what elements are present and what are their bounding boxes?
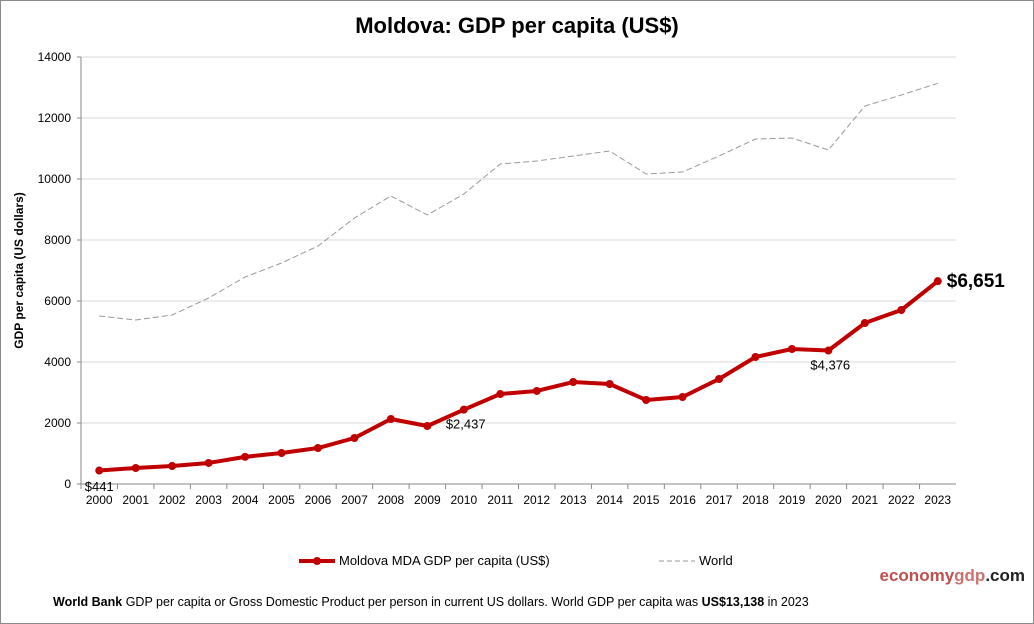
moldova-point: [787, 345, 796, 354]
x-tick-label: 2018: [742, 493, 769, 507]
x-tick-label: 2014: [596, 493, 623, 507]
x-tick-label: 2022: [888, 493, 915, 507]
moldova-point: [313, 444, 322, 453]
y-tick-label: 8000: [44, 233, 71, 247]
moldova-line: [99, 279, 940, 473]
x-tick-label: 2015: [633, 493, 660, 507]
legend-item-world: World: [659, 553, 733, 568]
y-tick-label: 12000: [38, 111, 72, 125]
x-tick-label: 2016: [669, 493, 696, 507]
legend-item-moldova: Moldova MDA GDP per capita (US$): [297, 553, 550, 568]
x-tick-label: 2007: [341, 493, 368, 507]
moldova-point: [824, 346, 833, 355]
x-tick-label: 2009: [414, 493, 441, 507]
x-tick-label: 2013: [560, 493, 587, 507]
moldova-point: [204, 458, 213, 467]
x-tick-label: 2010: [450, 493, 477, 507]
line-chart: 0 2000 4000 6000 8000 10000 12000 14000 2000 2001…: [12, 50, 1006, 507]
moldova-point: [386, 415, 395, 424]
chart-title: Moldova: GDP per capita (US$): [355, 13, 679, 38]
y-axis-label: GDP per capita (US dollars): [12, 192, 26, 349]
moldova-point: [532, 386, 541, 395]
moldova-point: [751, 352, 760, 361]
y-tick-label: 6000: [44, 294, 71, 308]
moldova-point: [168, 462, 177, 471]
x-tick-label: 2008: [378, 493, 405, 507]
moldova-point: [277, 449, 286, 458]
moldova-point: [605, 379, 614, 388]
moldova-point: [350, 434, 359, 443]
x-tick-label: 2006: [305, 493, 332, 507]
x-tick-label: 2017: [706, 493, 733, 507]
legend-moldova-label: Moldova MDA GDP per capita (US$): [339, 553, 550, 568]
moldova-point: [860, 318, 869, 327]
moldova-point: [897, 305, 906, 314]
x-tick-label: 2012: [523, 493, 550, 507]
x-tick-label: 2019: [779, 493, 806, 507]
legend-world-label: World: [699, 553, 733, 568]
x-tick-label: 2020: [815, 493, 842, 507]
x-tick-label: 2004: [232, 493, 259, 507]
moldova-point: [569, 378, 578, 387]
moldova-point: [459, 405, 468, 414]
brand-logo: economygdp.com: [879, 566, 1025, 585]
y-tick-label: 4000: [44, 355, 71, 369]
moldova-point: [678, 393, 687, 402]
x-tick-label: 2000: [86, 493, 113, 507]
moldova-point: [933, 277, 942, 286]
x-tick-label: 2003: [195, 493, 222, 507]
moldova-point: [95, 466, 104, 475]
x-tick-label: 2002: [159, 493, 186, 507]
y-tick-label: 2000: [44, 416, 71, 430]
legend-moldova-swatch: [299, 556, 335, 565]
x-tick-label: 2011: [487, 493, 513, 507]
legend-world-swatch: [659, 560, 695, 561]
data-label: $4,376: [810, 358, 850, 373]
y-tick-label: 10000: [38, 172, 72, 186]
moldova-point: [131, 463, 140, 472]
x-tick-label: 2023: [924, 493, 951, 507]
moldova-point: [496, 390, 505, 399]
moldova-point: [715, 374, 724, 383]
y-tick-label: 0: [64, 477, 71, 491]
footer-note: World Bank GDP per capita or Gross Domes…: [53, 595, 809, 609]
x-tick-label: 2021: [852, 493, 879, 507]
data-label: $2,437: [446, 417, 486, 432]
y-tick-label: 14000: [38, 50, 72, 64]
moldova-point: [642, 396, 651, 405]
moldova-point: [241, 452, 250, 461]
data-label: $6,651: [947, 271, 1006, 292]
x-tick-label: 2005: [268, 493, 295, 507]
world-line: [99, 82, 938, 321]
moldova-point: [423, 421, 432, 430]
data-label: $441: [85, 479, 114, 494]
x-tick-label: 2001: [122, 493, 149, 507]
